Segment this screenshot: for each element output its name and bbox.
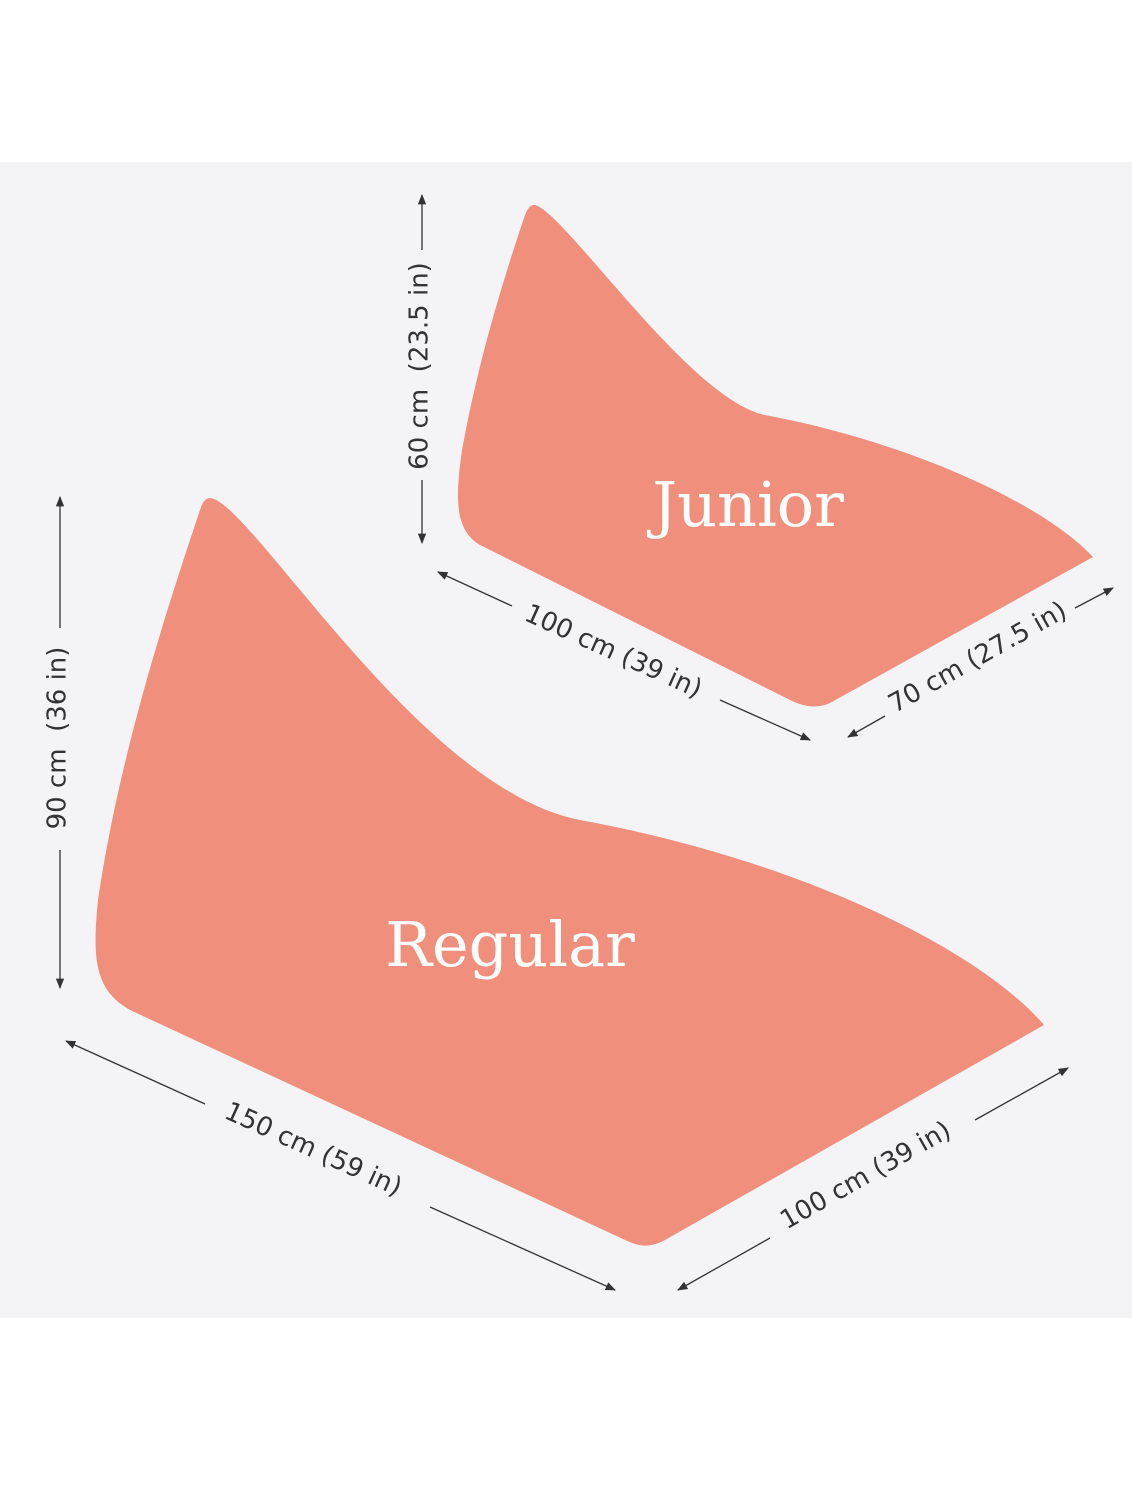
- dimension-lines: [417, 193, 1114, 741]
- product-name: Junior: [646, 468, 844, 541]
- height-label: 60 cm (23.5 in): [405, 262, 435, 470]
- regular-shape: [95, 498, 1044, 1246]
- height-label: 90 cm (36 in): [43, 647, 73, 830]
- product-name: Regular: [385, 908, 635, 981]
- junior-shape: [457, 204, 1093, 707]
- dimension-lines: [55, 495, 1069, 1291]
